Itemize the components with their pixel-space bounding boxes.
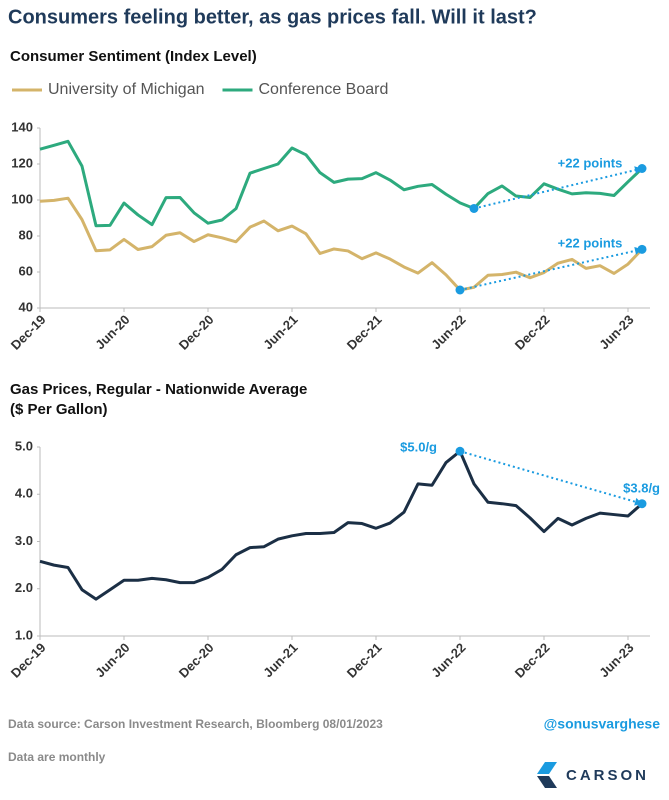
x-tick-label: Jun-21 <box>260 312 300 352</box>
point-marker <box>469 203 479 213</box>
x-tick-label: Dec-21 <box>344 640 385 681</box>
annotation: +22 points <box>558 235 623 250</box>
x-tick-label: Dec-22 <box>512 640 553 681</box>
line <box>39 449 643 601</box>
x-tick-label: Dec-22 <box>512 312 553 353</box>
chart-title: ($ Per Gallon) <box>10 401 108 418</box>
x-tick-label: Jun-20 <box>92 640 132 680</box>
x-tick-label: Jun-21 <box>260 640 300 680</box>
annotation-arrow <box>459 450 637 504</box>
y-tick-label: 3.0 <box>15 533 33 548</box>
point-marker <box>455 446 465 456</box>
point-marker <box>637 164 647 173</box>
handle: @sonusvarghese <box>544 716 661 732</box>
y-tick-label: 4.0 <box>15 486 33 501</box>
x-tick-label: Dec-19 <box>8 640 49 681</box>
x-tick-label: Jun-23 <box>596 312 636 352</box>
x-tick-label: Jun-22 <box>428 640 468 680</box>
chart-title: Consumer Sentiment (Index Level) <box>10 48 257 65</box>
point-marker <box>637 499 647 509</box>
y-tick-label: 80 <box>19 227 33 242</box>
logo: CARSON <box>566 767 649 784</box>
page-title: Consumers feeling better, as gas prices … <box>8 6 537 28</box>
x-tick-label: Dec-19 <box>8 312 49 353</box>
chart-title: Gas Prices, Regular - Nationwide Average <box>10 381 307 398</box>
x-tick-label: Jun-22 <box>428 312 468 352</box>
y-tick-label: 5.0 <box>15 438 33 453</box>
y-tick-label: 1.0 <box>15 627 33 642</box>
y-tick-label: 140 <box>11 119 33 134</box>
x-tick-label: Jun-20 <box>92 312 132 352</box>
y-tick-label: 120 <box>11 155 33 170</box>
point-marker <box>637 244 647 254</box>
annotation-arrow <box>459 249 637 291</box>
annotation: +22 points <box>558 155 623 170</box>
annotation: $5.0/g <box>400 439 437 454</box>
legend-label: Conference Board <box>259 81 389 98</box>
y-tick-label: 100 <box>11 191 33 206</box>
logo-icon <box>537 762 557 788</box>
y-tick-label: 40 <box>19 299 33 314</box>
x-tick-label: Dec-20 <box>176 640 217 681</box>
x-tick-label: Dec-21 <box>344 312 385 353</box>
note: Data are monthly <box>8 750 106 764</box>
x-tick-label: Dec-20 <box>176 312 217 353</box>
y-tick-label: 60 <box>19 263 33 278</box>
source: Data source: Carson Investment Research,… <box>8 717 383 731</box>
point-marker <box>455 285 465 295</box>
annotation: $3.8/g <box>623 480 660 495</box>
line <box>39 196 644 292</box>
line <box>39 139 644 228</box>
legend-label: University of Michigan <box>48 81 205 98</box>
y-tick-label: 2.0 <box>15 580 33 595</box>
x-tick-label: Jun-23 <box>596 640 636 680</box>
